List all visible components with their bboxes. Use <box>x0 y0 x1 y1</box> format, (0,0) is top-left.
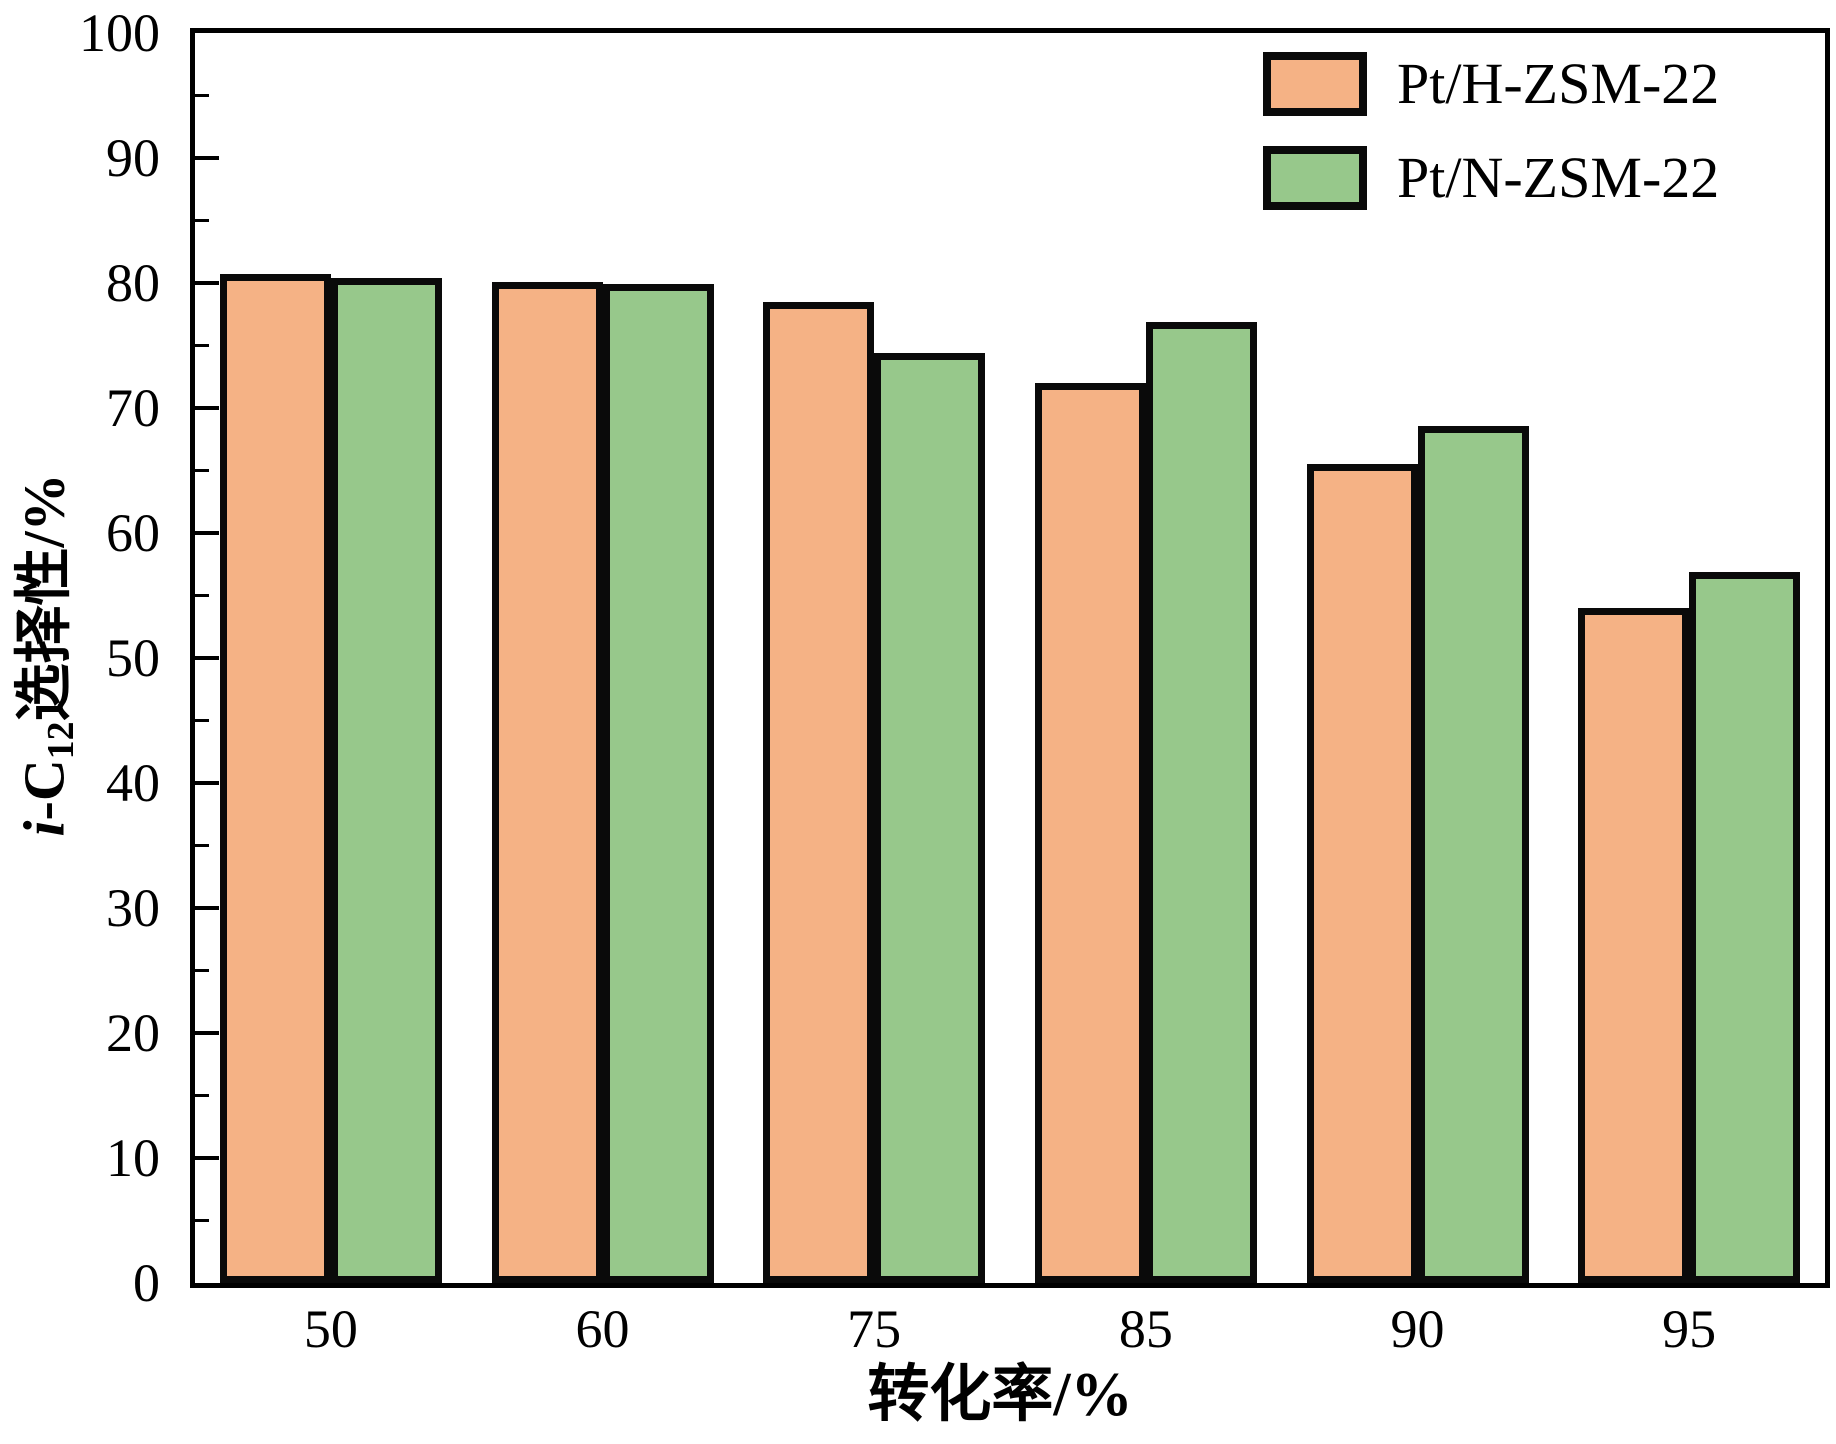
legend-label: Pt/N-ZSM-22 <box>1397 145 1720 210</box>
bar-pt-h-zsm-22-x95 <box>1578 608 1690 1283</box>
y-major-tick <box>195 1156 219 1160</box>
y-tick-label: 40 <box>106 753 160 813</box>
legend-swatch <box>1263 146 1367 210</box>
y-axis-title-italic: i <box>11 820 77 837</box>
y-tick-label: 70 <box>106 378 160 438</box>
legend-swatch <box>1263 52 1367 116</box>
y-tick-label: 60 <box>106 503 160 563</box>
x-tick-label: 90 <box>1390 1299 1445 1359</box>
bar-pt-n-zsm-22-x95 <box>1689 572 1801 1283</box>
x-axis-title: 转化率/% <box>867 1361 1133 1429</box>
y-minor-tick <box>195 469 209 472</box>
legend: Pt/H-ZSM-22 Pt/N-ZSM-22 <box>1263 52 1719 210</box>
x-tick-label: 95 <box>1662 1299 1717 1359</box>
y-tick-label: 10 <box>106 1128 160 1188</box>
y-major-tick <box>195 531 219 535</box>
y-minor-tick <box>195 1094 209 1097</box>
legend-item: Pt/N-ZSM-22 <box>1263 146 1719 210</box>
y-tick-label: 50 <box>106 628 160 688</box>
y-minor-tick <box>195 844 209 847</box>
y-tick-label: 20 <box>106 1003 160 1063</box>
y-axis-title: i-C12选择性/% <box>11 473 82 836</box>
y-major-tick <box>195 781 219 785</box>
bar-pt-n-zsm-22-x85 <box>1145 322 1257 1283</box>
y-minor-tick <box>195 594 209 597</box>
x-tick-label: 75 <box>847 1299 902 1359</box>
bar-pt-h-zsm-22-x85 <box>1034 383 1146 1283</box>
bar-pt-h-zsm-22-x50 <box>219 274 331 1283</box>
y-major-tick <box>195 656 219 660</box>
y-axis-title-rest: 选择性/% <box>11 473 77 722</box>
y-minor-tick <box>195 94 209 97</box>
y-tick-label: 30 <box>106 878 160 938</box>
bar-pt-n-zsm-22-x60 <box>602 284 714 1283</box>
y-axis-title-mid: -C <box>11 759 77 821</box>
y-tick-label: 0 <box>133 1253 160 1313</box>
bar-pt-h-zsm-22-x90 <box>1306 464 1418 1283</box>
x-tick-label: 60 <box>575 1299 630 1359</box>
legend-item: Pt/H-ZSM-22 <box>1263 52 1719 116</box>
bar-pt-h-zsm-22-x75 <box>763 302 875 1283</box>
y-minor-tick <box>195 719 209 722</box>
y-minor-tick <box>195 969 209 972</box>
y-minor-tick <box>195 219 209 222</box>
y-major-tick <box>195 1031 219 1035</box>
bar-pt-n-zsm-22-x90 <box>1417 426 1529 1283</box>
plot-area <box>190 28 1830 1288</box>
y-major-tick <box>195 406 219 410</box>
x-tick-label: 50 <box>303 1299 358 1359</box>
bar-pt-n-zsm-22-x50 <box>330 278 442 1283</box>
y-tick-label: 90 <box>106 128 160 188</box>
x-tick-label: 85 <box>1118 1299 1173 1359</box>
y-major-tick <box>195 281 219 285</box>
y-major-tick <box>195 906 219 910</box>
y-tick-label: 80 <box>106 253 160 313</box>
y-axis-title-sub: 12 <box>39 721 82 760</box>
y-minor-tick <box>195 1219 209 1222</box>
legend-label: Pt/H-ZSM-22 <box>1397 51 1720 116</box>
bar-pt-n-zsm-22-x75 <box>874 353 986 1283</box>
y-minor-tick <box>195 344 209 347</box>
y-tick-label: 100 <box>79 3 160 63</box>
y-major-tick <box>195 156 219 160</box>
bar-pt-h-zsm-22-x60 <box>491 282 603 1283</box>
